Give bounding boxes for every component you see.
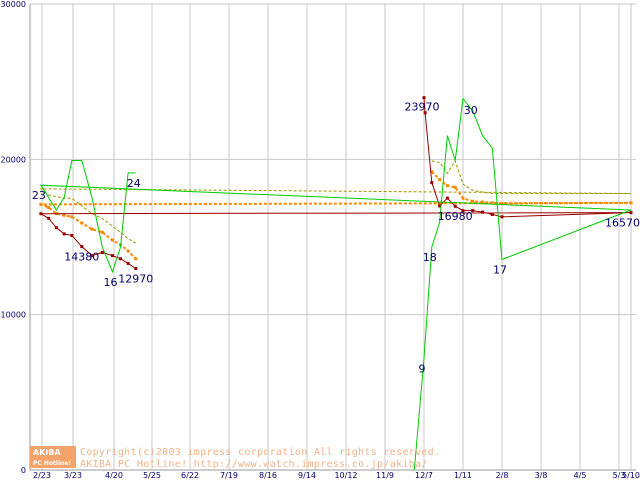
data-label: 14380 [64, 251, 99, 264]
akiba-logo-subtext: PC Hotline! [33, 460, 71, 467]
x-tick-label: 2/8 [496, 471, 509, 480]
x-tick-label: 8/16 [259, 471, 277, 480]
y-tick-label: 10000 [1, 311, 26, 320]
average-point-marker [481, 200, 484, 204]
akiba-logo-badge [30, 446, 76, 468]
x-tick-label: 5/10 [622, 471, 640, 480]
count-series-line [39, 97, 632, 471]
data-label: 9 [419, 363, 426, 376]
x-tick-label: 3/23 [64, 471, 82, 480]
price-point-marker [445, 196, 449, 200]
y-tick-label: 0 [21, 466, 26, 475]
price-point-marker [422, 96, 426, 100]
price-point-marker [100, 251, 104, 255]
copyright-text: Copyright(c)2003 impress corporation All… [80, 447, 440, 458]
y-axis-ticks: 30000 20000 10000 0 [1, 0, 26, 475]
price-point-marker [461, 209, 465, 213]
average-point-marker [80, 221, 84, 225]
price-point-marker [481, 210, 484, 214]
x-tick-label: 10/12 [334, 471, 357, 480]
average-point-marker [90, 227, 94, 231]
average-point-marker [62, 213, 66, 217]
data-label: 16980 [438, 210, 473, 223]
average-point-marker [500, 202, 504, 206]
average-point-marker [70, 215, 74, 219]
data-labels: 23970 16980 16570 14380 12970 9 18 30 17 23 16 24 [32, 101, 640, 376]
average-point-marker [453, 185, 457, 189]
x-tick-label: 3/8 [535, 471, 548, 480]
x-tick-label: 1/11 [454, 471, 472, 480]
x-axis-ticks: 2/23 3/23 4/20 5/25 6/22 7/19 8/16 9/14 10/12 11/… [33, 471, 640, 480]
price-point-marker [629, 211, 633, 215]
akiba-logo-text: AKIBA [33, 448, 61, 457]
price-point-marker [54, 226, 58, 230]
x-tick-label: 9/14 [298, 471, 316, 480]
data-label: 16 [104, 276, 118, 289]
y-tick-label: 20000 [1, 155, 26, 164]
average-point-marker [430, 170, 434, 174]
site-url-text: AKIBA PC Hotline! http://www.watch.impre… [80, 459, 428, 470]
x-tick-label: 4/5 [574, 471, 587, 480]
data-label: 17 [493, 264, 507, 277]
x-tick-label: 2/23 [33, 471, 51, 480]
price-point-marker [47, 216, 51, 220]
average-point-marker [461, 196, 465, 200]
series-lines [39, 96, 633, 471]
price-point-marker [134, 267, 138, 271]
price-point-marker [90, 254, 94, 258]
average-point-marker [111, 238, 115, 242]
y-tick-label: 30000 [1, 0, 26, 9]
price-point-marker [80, 245, 84, 249]
x-tick-label: 7/19 [220, 471, 238, 480]
copyright-watermark: AKIBA PC Hotline! Copyright(c)2003 impre… [30, 446, 440, 470]
price-point-marker [62, 232, 66, 236]
x-tick-label: 5/3 [613, 471, 626, 480]
price-point-marker [70, 233, 74, 237]
average-point-marker [629, 201, 633, 205]
price-point-marker [438, 204, 442, 208]
x-tick-label: 12/7 [415, 471, 433, 480]
price-point-marker [430, 181, 434, 185]
price-point-marker [39, 212, 43, 216]
price-point-marker [111, 254, 115, 258]
x-tick-label: 6/22 [181, 471, 199, 480]
price-point-marker [490, 212, 494, 216]
price-point-marker [119, 257, 123, 261]
x-tick-label: 5/25 [143, 471, 161, 480]
grid [29, 3, 636, 471]
average-point-marker [100, 230, 104, 234]
price-point-marker [471, 209, 475, 213]
data-label: 23970 [405, 101, 440, 114]
data-label: 18 [423, 251, 437, 264]
data-label: 12970 [118, 273, 153, 286]
average-point-marker [438, 178, 442, 182]
price-point-marker [126, 261, 130, 265]
average-point-marker [471, 199, 475, 203]
x-tick-label: 11/9 [376, 471, 394, 480]
average-point-marker [39, 202, 43, 206]
average-point-marker [134, 257, 138, 261]
average-point-marker [490, 201, 494, 205]
x-tick-label: 4/20 [105, 471, 123, 480]
price-point-marker [500, 215, 504, 219]
average-series-line [40, 171, 632, 260]
average-point-marker [126, 249, 130, 253]
data-label: 24 [127, 177, 141, 190]
price-point-marker [453, 204, 457, 208]
average-point-marker [445, 184, 449, 188]
data-label: 30 [464, 104, 478, 117]
data-label: 23 [32, 189, 46, 202]
price-point-marker [423, 111, 427, 115]
data-label: 16570 [605, 217, 640, 230]
average-point-marker [47, 205, 51, 209]
